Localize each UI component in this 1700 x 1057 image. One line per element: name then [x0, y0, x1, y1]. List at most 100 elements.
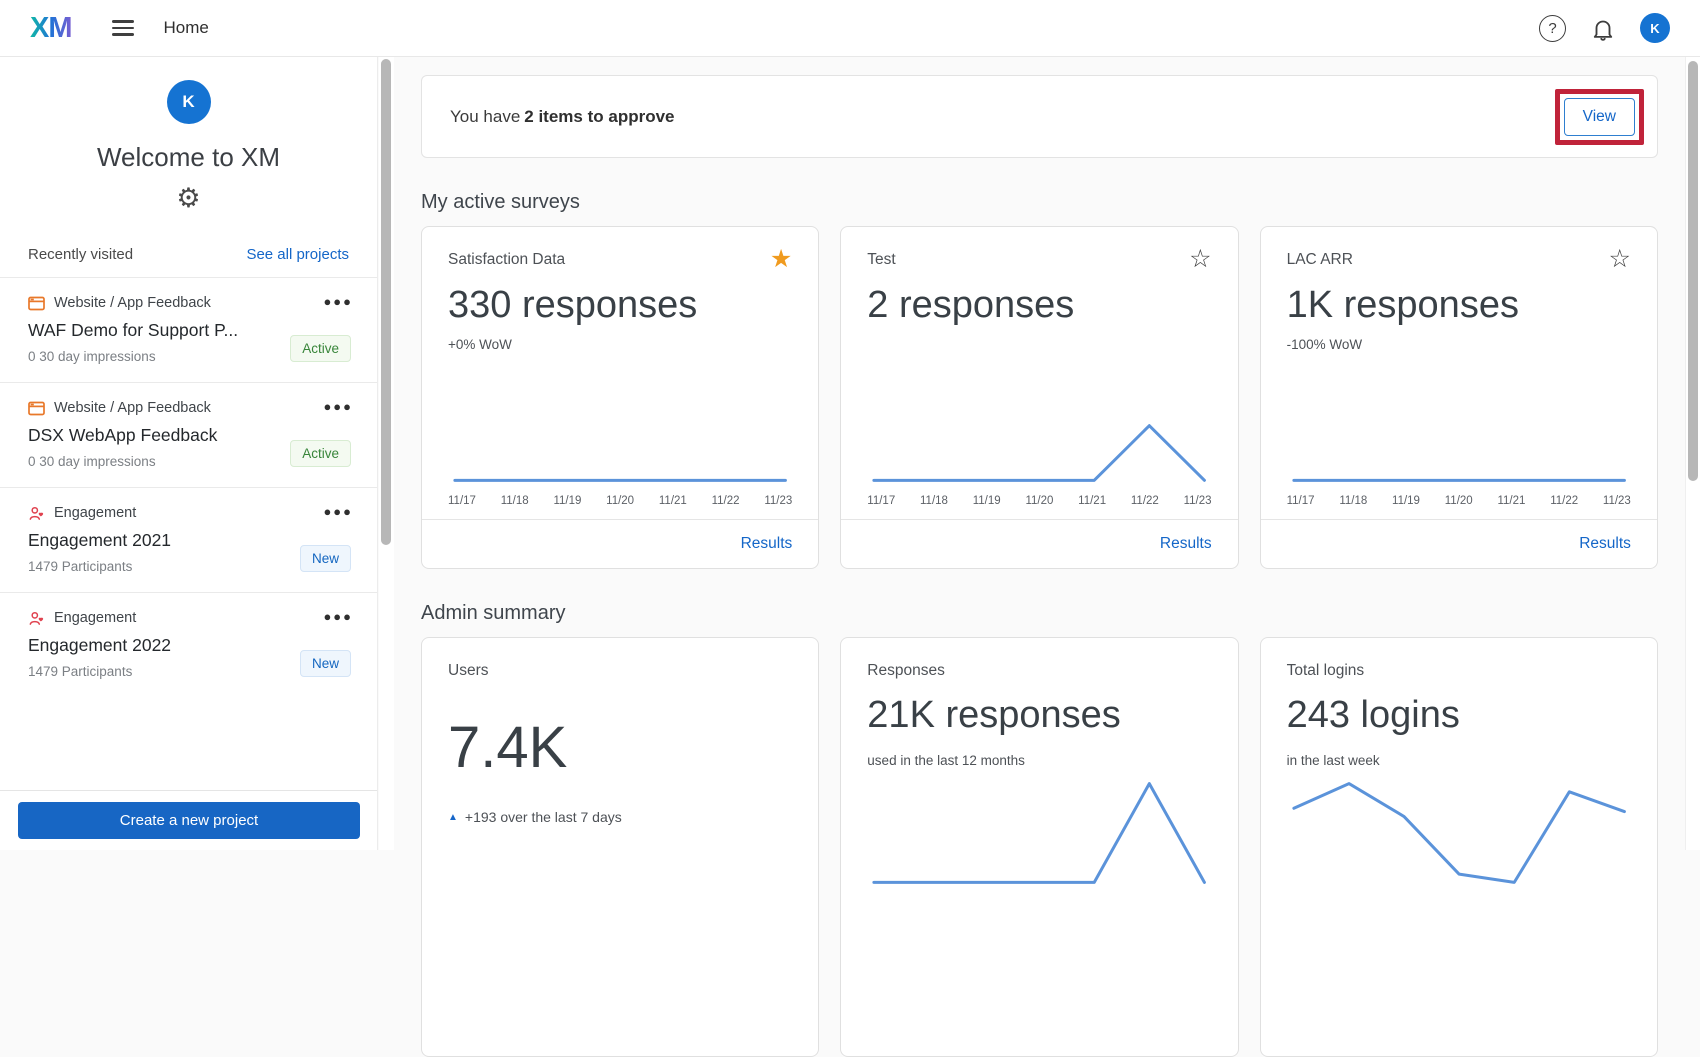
axis-date-label: 11/18	[500, 495, 529, 507]
admin-card-users[interactable]: Users 7.4K ▲ +193 over the last 7 days	[421, 637, 820, 1057]
project-meta: 1479 Participants	[28, 664, 133, 679]
axis-date-label: 11/22	[1130, 495, 1159, 507]
admin-card-logins[interactable]: Total logins 243 logins in the last week	[1259, 637, 1658, 1057]
axis-date-label: 11/17	[867, 495, 896, 507]
axis-date-label: 11/19	[1392, 495, 1420, 507]
website-feedback-icon	[28, 296, 45, 310]
axis-date-label: 11/18	[920, 495, 948, 507]
project-item[interactable]: Website / App Feedback ●●● WAF Demo for …	[0, 277, 377, 382]
project-name[interactable]: WAF Demo for Support P...	[28, 320, 239, 340]
engagement-icon	[29, 611, 44, 625]
project-category: Engagement	[54, 505, 137, 521]
response-count: 1K responses	[1286, 284, 1519, 326]
welcome-heading: Welcome to XM	[96, 142, 280, 172]
top-bar: XM Home ? K	[0, 0, 1700, 57]
project-item[interactable]: Engagement ●●● Engagement 2021 1479 Part…	[0, 487, 377, 592]
project-category: Website / App Feedback	[54, 295, 211, 311]
response-count: 330 responses	[448, 284, 698, 326]
banner-text: You have	[450, 106, 521, 126]
page-title: Home	[163, 18, 209, 37]
axis-date-label: 11/19	[972, 495, 1001, 507]
notifications-icon[interactable]	[1590, 15, 1616, 41]
responses-caption: used in the last 12 months	[867, 753, 1025, 768]
menu-icon[interactable]	[111, 20, 134, 36]
star-favorite-icon[interactable]	[1189, 247, 1211, 272]
more-options-icon[interactable]: ●●●	[323, 294, 353, 309]
more-options-icon[interactable]: ●●●	[323, 399, 353, 414]
logins-caption: in the last week	[1286, 753, 1380, 768]
axis-date-label: 11/20	[606, 495, 635, 507]
status-badge: New	[299, 650, 351, 677]
results-link[interactable]: Results	[740, 535, 793, 552]
axis-date-label: 11/21	[658, 495, 687, 507]
create-project-button[interactable]: Create a new project	[18, 802, 360, 839]
admin-card-title: Users	[448, 662, 489, 679]
project-name[interactable]: Engagement 2022	[28, 635, 172, 655]
response-trend-chart	[867, 417, 1211, 489]
banner-text-bold: 2 items to approve	[524, 106, 675, 126]
admin-card-title: Total logins	[1286, 662, 1365, 679]
status-badge: Active	[290, 440, 351, 467]
approval-banner: You have 2 items to approve View	[421, 75, 1658, 158]
survey-card[interactable]: Satisfaction Data 330 responses +0% WoW …	[421, 226, 820, 569]
response-count: 2 responses	[867, 284, 1075, 326]
admin-card-title: Responses	[867, 662, 945, 679]
response-trend-chart	[1287, 417, 1631, 489]
responses-trend-chart	[867, 768, 1211, 898]
axis-date-label: 11/22	[1550, 495, 1579, 507]
axis-date-label: 11/23	[1602, 495, 1631, 507]
see-all-projects-link[interactable]: See all projects	[246, 246, 349, 263]
users-count: 7.4K	[448, 715, 568, 780]
create-project-bar: Create a new project	[0, 790, 377, 850]
survey-title: Satisfaction Data	[448, 251, 566, 268]
sidebar: K Welcome to XM ⚙ Recently visited See a…	[0, 57, 378, 850]
axis-date-label: 11/20	[1444, 495, 1473, 507]
xm-logo: XM	[30, 11, 72, 44]
axis-date-label: 11/17	[1286, 495, 1315, 507]
project-item[interactable]: Website / App Feedback ●●● DSX WebApp Fe…	[0, 382, 377, 487]
wow-change	[867, 337, 1211, 355]
sidebar-scrollbar-thumb[interactable]	[381, 59, 391, 545]
annotation-highlight-box: View	[1554, 88, 1644, 145]
engagement-icon	[29, 506, 44, 520]
project-name[interactable]: Engagement 2021	[28, 530, 172, 550]
user-avatar[interactable]: K	[1640, 13, 1670, 43]
logins-count: 243 logins	[1286, 694, 1460, 736]
survey-card[interactable]: LAC ARR 1K responses -100% WoW 11/1711/1…	[1259, 226, 1658, 569]
project-name[interactable]: DSX WebApp Feedback	[28, 425, 218, 445]
responses-count: 21K responses	[867, 694, 1121, 736]
main-scrollbar	[1685, 57, 1700, 850]
response-trend-chart	[448, 417, 792, 489]
star-favorite-icon[interactable]	[1608, 247, 1630, 272]
project-category: Engagement	[54, 610, 137, 626]
axis-date-label: 11/21	[1497, 495, 1526, 507]
axis-date-label: 11/18	[1339, 495, 1368, 507]
project-meta: 1479 Participants	[28, 559, 133, 574]
axis-date-label: 11/17	[448, 495, 476, 507]
gear-icon[interactable]: ⚙	[176, 183, 201, 213]
results-link[interactable]: Results	[1579, 535, 1631, 552]
website-feedback-icon	[28, 401, 45, 415]
help-icon[interactable]: ?	[1539, 14, 1566, 42]
results-link[interactable]: Results	[1159, 535, 1212, 552]
axis-date-label: 11/20	[1025, 495, 1054, 507]
project-item[interactable]: Engagement ●●● Engagement 2022 1479 Part…	[0, 592, 377, 697]
sidebar-avatar[interactable]: K	[166, 80, 211, 124]
trend-up-icon: ▲	[448, 811, 458, 823]
chart-x-axis: 11/17 11/18 11/19 11/20 11/21 11/22 11/23	[448, 495, 792, 507]
survey-title: LAC ARR	[1286, 251, 1353, 268]
star-favorite-icon[interactable]	[770, 247, 792, 272]
survey-card[interactable]: Test 2 responses 11/1711/1811/1911/2011/…	[840, 226, 1239, 569]
admin-card-responses[interactable]: Responses 21K responses used in the last…	[840, 637, 1239, 1057]
admin-summary-heading: Admin summary	[421, 602, 566, 624]
view-button[interactable]: View	[1563, 97, 1635, 136]
axis-date-label: 11/23	[1183, 495, 1212, 507]
wow-change: +0% WoW	[448, 337, 512, 352]
more-options-icon[interactable]: ●●●	[323, 609, 353, 624]
more-options-icon[interactable]: ●●●	[323, 504, 353, 519]
axis-date-label: 11/21	[1078, 495, 1107, 507]
main-scrollbar-thumb[interactable]	[1688, 61, 1698, 481]
status-badge: New	[299, 545, 351, 572]
sidebar-scrollbar	[379, 57, 394, 850]
axis-date-label: 11/23	[764, 495, 793, 507]
